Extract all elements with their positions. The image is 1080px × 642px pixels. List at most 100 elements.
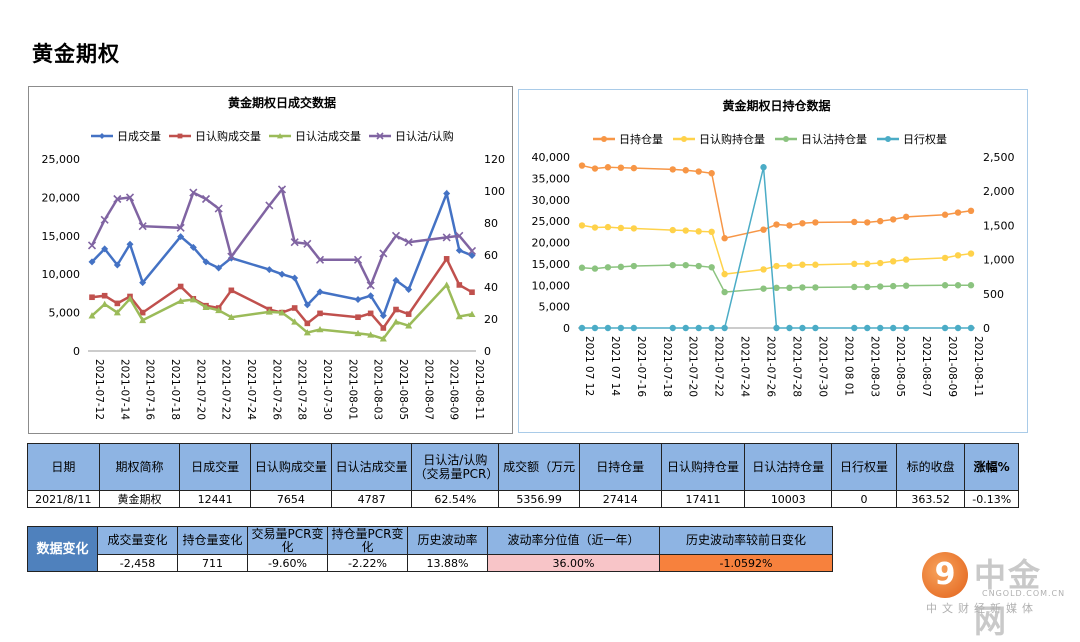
data-point [851,260,858,268]
x-tick-label: 2021-08-07 [920,336,932,397]
x-tick-label: 2021-07-18 [661,336,673,397]
data-point [617,164,625,171]
data-point [189,188,198,197]
data-point [604,164,612,171]
data-point [392,318,400,325]
data-point [669,324,676,332]
data-point [682,324,689,332]
table-cell: 12441 [179,490,251,508]
data-point [591,265,599,272]
data-point [367,331,375,338]
data-point [591,324,599,332]
data-point [864,260,871,268]
header-cell: 日认沽成交量 [330,443,413,491]
table-cell: 4787 [330,490,413,508]
data-point [443,281,451,288]
data-point [125,193,135,202]
cngold-logo-domain: CNGOLD.COM.CN [982,589,1066,598]
y-left-tick-label: 35,000 [532,172,571,185]
y-right-tick-label: 40 [484,281,498,294]
data-point [941,324,949,332]
header-cell: 日成交量 [179,443,251,491]
legend-label: 日行权量 [903,133,947,146]
x-tick-label: 2021-07-22 [220,359,232,420]
data-point [812,261,819,268]
data-point [812,219,819,226]
y-left-tick-label: 5,000 [49,307,81,320]
data-point [404,238,413,247]
data-point [760,285,767,292]
data-point [773,324,780,332]
data-point [786,222,793,229]
data-point [316,288,324,296]
data-point [442,233,451,242]
data-change-table: 数据变化 成交量变化 持仓量变化 交易量PCR变化 持仓量PCR变化 历史波动率… [27,526,833,572]
data-point [864,324,871,332]
data-point [354,329,362,337]
x-tick-label: 2021-07-22 [713,336,725,397]
header-cell: 标的收盘 [895,443,966,491]
data-point [354,296,362,304]
data-point [578,324,586,332]
cngold-logo-slogan: 中文财经新媒体 [926,602,1038,615]
data-point [215,306,223,314]
table-cell: 黄金期权 [98,490,181,508]
table-cell: 7654 [250,490,332,508]
legend-label: 日认沽成交量 [295,129,361,143]
data-point [113,194,122,204]
daily-volume-chart: 黄金期权日成交数据 日成交量 日认购成交量 日认沽成交量 日认沽/认购 0 5,000 10,… [28,86,513,434]
data-point [303,329,311,336]
data-point [405,311,412,317]
table-cell: 5356.99 [498,490,580,508]
x-tick-label: 2021-07-14 [118,359,130,420]
data-point [278,309,286,316]
data-point [695,324,702,332]
y-right-tick-label: 2,500 [983,151,1015,164]
data-point [113,261,121,269]
data-point [138,222,147,231]
data-point [126,295,134,302]
legend-label: 日持仓量 [619,132,663,146]
y-right-tick-label: 1,500 [983,219,1015,232]
x-tick-label: 2021-08-07 [422,359,434,420]
data-point [189,243,197,251]
data-point [578,162,586,169]
y-left-tick-label: 0 [73,345,80,358]
data-point [877,324,884,332]
y-right-tick-label: 500 [983,288,1004,301]
table-cell: 13.88% [407,554,488,572]
legend-label: 日认沽持仓量 [801,132,867,146]
header-cell: 期权简称 [98,443,181,491]
y-right-tick-label: 2,000 [983,185,1015,198]
data-point [202,258,210,266]
y-right-tick-label: 0 [983,322,990,335]
data-point [630,225,638,232]
table-cell: 10003 [744,490,833,508]
data-point [682,167,689,174]
table-cell: 27414 [578,490,662,508]
x-tick-label: 2021-08-03 [372,359,384,420]
data-point [773,221,780,228]
data-point [379,312,387,320]
data-point [177,283,184,290]
x-tick-label: 2021-07-20 [687,336,699,397]
data-point [721,288,728,296]
data-point [812,324,819,332]
legend-label: 日认购成交量 [195,129,261,143]
data-point [126,240,134,248]
data-point [877,259,884,267]
cngold-logo-mark: 9 [922,552,968,598]
data-point [265,308,273,315]
data-point [902,256,910,263]
data-point [799,220,806,227]
data-point [786,324,793,332]
data-point [405,286,413,294]
header-cell: 日认购持仓量 [660,443,746,491]
data-point [591,224,599,231]
x-tick-label: 2021-07-24 [245,359,257,420]
series-line [91,189,473,319]
data-point [468,310,476,318]
x-tick-label: 2021-08-09 [448,359,460,420]
